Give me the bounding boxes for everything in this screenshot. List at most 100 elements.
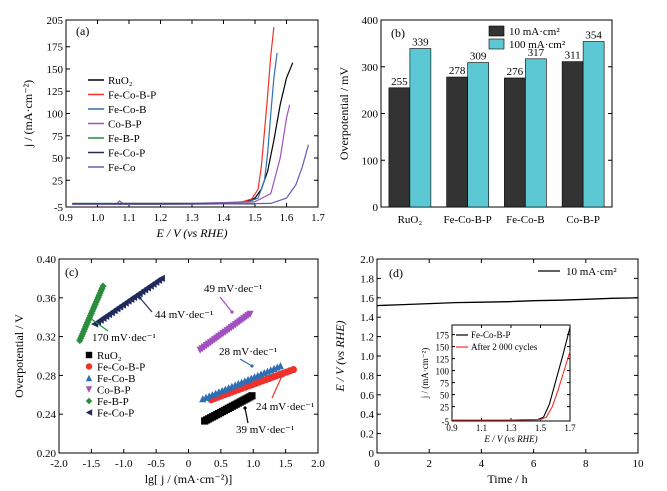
panel-d-xtick-label-3: 6 xyxy=(531,458,537,470)
panel-b-bar-0-3 xyxy=(561,61,584,208)
panel-c-ytick-label-3: 0.32 xyxy=(37,332,56,344)
panel-b-bar-0-0 xyxy=(388,87,411,208)
panel-b-category-0: RuO₂ xyxy=(398,214,423,226)
panel-b-legend-swatch-1 xyxy=(488,38,505,50)
panel-d-inset-xtick-label-4: 1.7 xyxy=(564,423,576,433)
panel-d-inset-xtick-label-3: 1.5 xyxy=(535,423,547,433)
panel-b-bar-label-1-2: 317 xyxy=(528,47,545,59)
panel-c-ytick-label-1: 0.24 xyxy=(37,409,57,421)
panel-a-frame xyxy=(65,19,319,208)
panel-c-legend-marker-4 xyxy=(85,397,93,405)
panel-c-tag: (c) xyxy=(65,265,78,279)
panel-d-inset-ytick-label-2: 50 xyxy=(440,391,450,401)
panel-d-inset-xtick-label-1: 1.1 xyxy=(476,423,487,433)
panel-d-xtick-label-0: 0 xyxy=(374,458,380,470)
panel-d-ytick-label-2: 0.4 xyxy=(360,409,374,421)
panel-a-ytick-label-7: 175 xyxy=(47,42,64,54)
panel-c-annotation-arrow-5 xyxy=(244,407,249,424)
panel-d-inset-ytick-label-6: 150 xyxy=(436,343,450,353)
panel-c-annotation-arrow-0 xyxy=(139,297,153,313)
panel-d-tag: (d) xyxy=(389,266,403,280)
panel-b-ytick-label-1: 100 xyxy=(362,155,379,167)
panel-c-legend-marker-3 xyxy=(85,386,93,393)
panel-c-annotation-head-2 xyxy=(230,310,234,314)
panel-c-annotation-head-4 xyxy=(280,374,284,378)
panel-c-annotation-3: 28 mV·dec⁻¹ xyxy=(219,346,277,358)
panel-a-xtick-label-7: 1.6 xyxy=(280,212,294,224)
panel-a-xtick-label-3: 1.2 xyxy=(154,212,168,224)
panel-d-ytick-label-9: 1.8 xyxy=(360,273,374,285)
panel-d-ytick-label-3: 0.6 xyxy=(360,390,374,402)
panel-a-legend-label-4: Fe-B-P xyxy=(108,133,140,145)
panel-c-annotation-2: 49 mV·dec⁻¹ xyxy=(204,283,262,295)
panel-a-ytick-label-6: 150 xyxy=(47,64,64,76)
panel-b-bar-label-0-2: 276 xyxy=(507,66,524,78)
panel-a-xlabel: E / V (vs RHE) xyxy=(155,226,227,240)
panel-c-xtick-label-4: 0 xyxy=(186,458,192,470)
panel-d-xtick-label-1: 2 xyxy=(426,458,432,470)
panel-c-annotation-head-5 xyxy=(243,406,247,410)
panel-a-tag: (a) xyxy=(76,24,89,38)
panel-b-ytick-label-4: 400 xyxy=(362,15,379,27)
panel-c-legend-label-1: Fe-Co-B-P xyxy=(97,362,145,374)
panel-d-inset-series-1 xyxy=(452,351,571,421)
panel-c-legend-label-2: Fe-Co-B xyxy=(97,373,136,385)
panel-a-ytick-label-8: 205 xyxy=(47,15,64,27)
panel-d-inset-frame xyxy=(451,324,571,422)
panel-a-series-2 xyxy=(72,52,278,205)
panel-a-xtick-label-1: 1.0 xyxy=(91,212,105,224)
panel-a-ytick-label-0: -5 xyxy=(54,202,64,214)
panel-c-ylabel: Overpotential / V xyxy=(12,314,26,398)
panel-c-point-1-24 xyxy=(289,365,297,374)
panel-b-bar-1-2 xyxy=(525,58,547,208)
panel-c-legend-marker-0 xyxy=(85,351,93,359)
panel-b-bar-label-1-1: 309 xyxy=(470,51,487,63)
panel-a-ytick-label-2: 50 xyxy=(52,153,64,165)
panel-a-ytick-label-3: 75 xyxy=(52,131,64,143)
panel-c-annotation-arrow-4 xyxy=(271,375,283,399)
panel-d-ytick-label-1: 0.2 xyxy=(360,429,374,441)
panel-a-xtick-label-0: 0.9 xyxy=(59,212,73,224)
panel-d-ytick-label-5: 1.0 xyxy=(360,351,374,363)
panel-c-chart: -2.0 -1.5 -1.0 -0.5 0 0.5 1.0 1.5 2.0 0.20 0.24 0.2… xyxy=(12,254,325,486)
panel-c-xtick-label-1: -1.5 xyxy=(83,458,101,470)
panel-d-inset-legend-label-1: After 2 000 cycles xyxy=(471,342,538,352)
panel-c-ytick-label-4: 0.36 xyxy=(37,293,57,305)
panel-c-point-3-24 xyxy=(246,310,254,318)
panel-c-annotation-0: 44 mV·dec⁻¹ xyxy=(155,309,213,321)
panel-c-ytick-label-2: 0.28 xyxy=(37,370,57,382)
panel-b-ytick-label-3: 300 xyxy=(362,62,379,74)
panel-a-legend-label-0: RuO₂ xyxy=(108,75,133,87)
panel-b-bar-label-1-3: 354 xyxy=(585,30,602,42)
panel-b-bar-1-3 xyxy=(582,41,605,208)
panel-d-ytick-label-8: 1.6 xyxy=(360,293,374,305)
panel-c-ytick-label-5: 0.40 xyxy=(37,254,57,266)
panel-a-series-6 xyxy=(72,144,310,205)
panel-c-point-2-24 xyxy=(276,362,285,370)
panel-a-ytick-label-1: 25 xyxy=(52,175,64,187)
panel-d-inset-ytick-label-1: 25 xyxy=(440,403,450,413)
panel-c-point-4-24 xyxy=(99,282,107,290)
panel-a-series-1 xyxy=(72,27,275,205)
panel-c-xtick-label-5: 0.5 xyxy=(214,458,228,470)
panel-c-legend-label-4: Fe-B-P xyxy=(97,396,129,408)
panel-d-inset-xtick-label-2: 1.3 xyxy=(505,423,517,433)
panel-d-xtick-label-2: 4 xyxy=(479,458,485,470)
panel-b-category-1: Fe-Co-B-P xyxy=(443,214,491,226)
panel-d-chart: 0 2 4 6 8 1000.20.40.60.81.01.21.41.61.82.0(d… xyxy=(333,254,644,486)
panel-d-ytick-label-10: 2.0 xyxy=(360,254,374,266)
panel-b-ytick-label-0: 0 xyxy=(373,202,379,214)
panel-c-annotation-head-0 xyxy=(138,296,142,300)
panel-c-xtick-label-3: -0.5 xyxy=(147,458,165,470)
panel-c-legend-marker-1 xyxy=(85,363,93,370)
panel-a-legend-label-3: Co-B-P xyxy=(108,119,142,131)
panel-b-chart: 0 100 200 300 400 RuO₂ 255 339 Fe-Co-B-P 278 309 Fe… xyxy=(337,15,613,226)
panel-a-xtick-label-8: 1.7 xyxy=(311,212,325,224)
panel-a-ylabel: j / (mA·cm⁻²) xyxy=(21,80,35,148)
panel-c-annotation-arrow-3 xyxy=(239,358,253,367)
panel-d-inset-ylabel: j / (mA·cm⁻²) xyxy=(420,348,430,399)
panel-a-legend-label-1: Fe-Co-B-P xyxy=(108,90,156,102)
panel-c-annotation-arrow-1 xyxy=(89,317,109,332)
panel-a-legend-label-2: Fe-Co-B xyxy=(108,104,147,116)
